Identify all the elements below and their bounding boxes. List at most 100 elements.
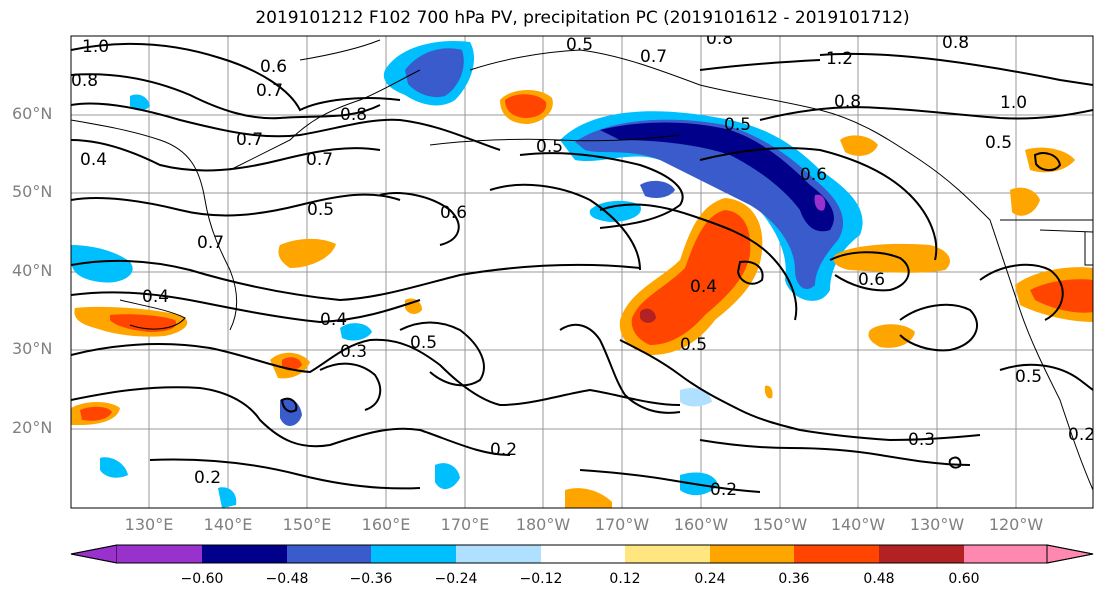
- contour-label: 0.6: [800, 165, 827, 185]
- colorbar-min-extend: [70, 544, 118, 564]
- precip-blue-small1: [589, 200, 641, 222]
- lon-label: 140°W: [830, 515, 886, 534]
- contour-label: 0.8: [834, 92, 861, 112]
- precip-warm-s5: [565, 488, 612, 508]
- precip-warm-s6: [1010, 187, 1040, 216]
- colorbar-tick-label: 0.36: [778, 571, 810, 587]
- contour-label: 0.6: [858, 270, 885, 290]
- contour-label: 0.5: [1015, 367, 1042, 387]
- precip-blue-small6: [680, 388, 712, 407]
- colorbar-bin: [541, 545, 625, 563]
- colorbar-bin: [287, 545, 371, 563]
- contour-label: 0.2: [194, 468, 221, 488]
- colorbar-bin: [794, 545, 879, 563]
- contour-label: 0.8: [340, 105, 367, 125]
- colorbar-tick-label: 0.48: [863, 571, 895, 587]
- colorbar-tick-label: 0.60: [948, 571, 980, 587]
- contour-label: 0.2: [710, 480, 737, 500]
- precip-red-west-na: [1030, 279, 1093, 313]
- precip-warm-e40: [833, 243, 950, 273]
- lat-label: 50°N: [12, 182, 53, 201]
- precip-red-s3: [282, 357, 302, 371]
- precip-red-s4: [80, 406, 112, 421]
- contour-label: 0.5: [680, 335, 707, 355]
- precip-positive: [71, 89, 1093, 508]
- contour-label: 0.7: [256, 81, 283, 101]
- precip-blue-small7: [130, 94, 150, 111]
- contour-label: 0.4: [142, 287, 169, 307]
- contour-label: 0.6: [440, 203, 467, 223]
- contour-label: 0.3: [908, 430, 935, 450]
- lon-label: 120°W: [988, 515, 1044, 534]
- colorbar-outline: [70, 544, 1094, 564]
- lon-label: 170°E: [440, 515, 490, 534]
- colorbar-bin: [202, 545, 287, 563]
- precip-purple-spot: [814, 194, 826, 211]
- lon-label: 130°W: [909, 515, 965, 534]
- colorbar-tick-label: −0.36: [349, 571, 393, 587]
- contour-label: 1.2: [826, 49, 853, 69]
- precip-red-aleutian: [505, 94, 547, 118]
- contour-label: 0.4: [320, 310, 347, 330]
- contour-label: 0.2: [490, 440, 517, 460]
- colorbar-bin: [371, 545, 456, 563]
- lat-label: 20°N: [12, 418, 53, 437]
- precip-blue-small10: [218, 487, 237, 508]
- contour-label: 0.7: [640, 47, 667, 67]
- lon-label: 180°W: [515, 515, 571, 534]
- precip-darkred-central: [640, 308, 656, 323]
- colorbar: [70, 544, 1094, 564]
- map-title: 2019101212 F102 700 hPa PV, precipitatio…: [255, 8, 910, 28]
- contour-label: 0.7: [236, 130, 263, 150]
- colorbar-bin: [879, 545, 964, 563]
- contour-label: 1.0: [82, 37, 109, 57]
- contour-label: 0.2: [1068, 425, 1095, 445]
- precip-blue-small9: [435, 463, 460, 490]
- precip-blue-small8: [100, 457, 128, 478]
- lon-label: 150°W: [752, 515, 808, 534]
- colorbar-bin: [625, 545, 710, 563]
- lon-label: 170°W: [594, 515, 650, 534]
- colorbar-bin: [117, 545, 202, 563]
- lat-label: 60°N: [12, 104, 53, 123]
- contour-label: 0.8: [942, 33, 969, 53]
- precip-negative: [71, 40, 863, 508]
- precip-warm-s9: [405, 298, 422, 314]
- contour-label: 0.6: [260, 57, 287, 77]
- contour-label: 0.7: [306, 150, 333, 170]
- contour-label: 0.8: [706, 29, 733, 49]
- precip-red-japan: [110, 314, 177, 332]
- map-frame: [70, 35, 1094, 509]
- contour-label: 0.5: [985, 133, 1012, 153]
- precip-navy-gulf: [600, 122, 834, 232]
- contour-label: 0.3: [340, 342, 367, 362]
- precip-warm-s1: [278, 238, 336, 268]
- contour-label: 0.4: [690, 277, 717, 297]
- precip-warm-s10: [764, 385, 773, 399]
- colorbar-tick-label: −0.12: [519, 571, 563, 587]
- colorbar-max-extend: [1046, 544, 1094, 564]
- contour-label: 0.5: [410, 333, 437, 353]
- colorbar-bin: [456, 545, 541, 563]
- lon-label: 160°E: [361, 515, 411, 534]
- lon-label: 150°E: [282, 515, 332, 534]
- lat-label: 30°N: [12, 339, 53, 358]
- precip-blue-bering-inner: [405, 48, 464, 98]
- contour-label: 0.5: [566, 35, 593, 55]
- lon-label: 160°W: [673, 515, 729, 534]
- contour-label: 1.0: [1000, 93, 1027, 113]
- contour-labels: 1.0 0.8 0.6 0.7 0.7 0.8 0.7 0.4 0.7 0.5 …: [71, 29, 1095, 500]
- precip-warm-s2: [868, 324, 915, 348]
- colorbar-bin: [964, 545, 1047, 563]
- colorbar-tick-label: −0.60: [180, 571, 224, 587]
- precip-blue-small2: [640, 180, 675, 198]
- lat-label: 40°N: [12, 261, 53, 280]
- colorbar-tick-label: −0.48: [265, 571, 309, 587]
- pv-contours: [71, 42, 1093, 493]
- contour-label: 0.5: [536, 137, 563, 157]
- precip-warm-s8: [840, 135, 878, 156]
- precip-blue-left: [71, 245, 133, 283]
- colorbar-tick-label: −0.24: [434, 571, 478, 587]
- contour-label: 0.4: [80, 150, 107, 170]
